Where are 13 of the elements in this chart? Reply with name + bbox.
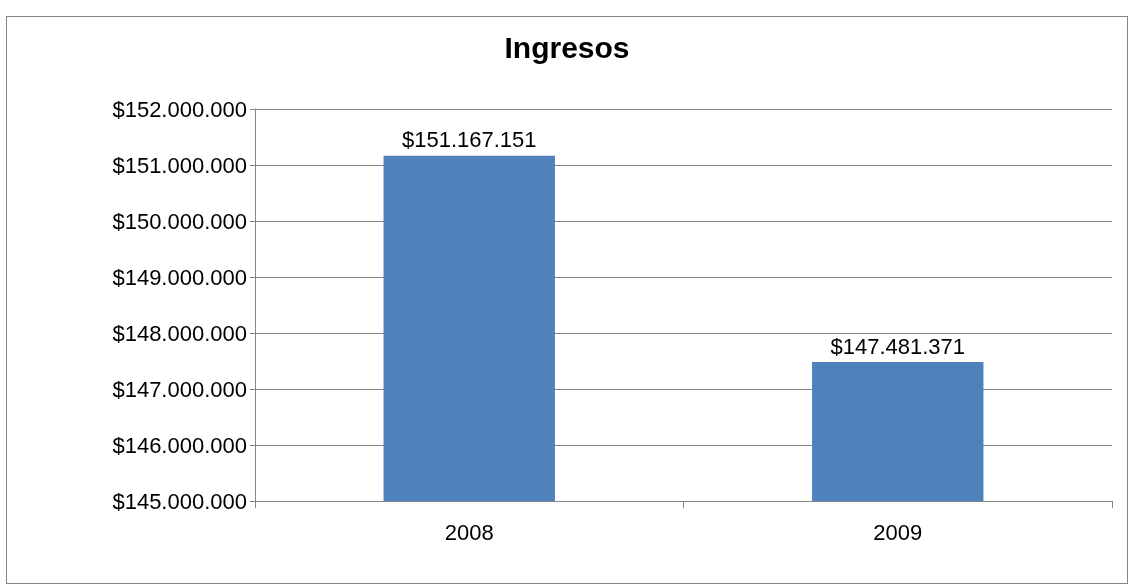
- y-tick-label: $149.000.000: [112, 264, 247, 290]
- y-tick-label: $145.000.000: [112, 488, 247, 514]
- x-tick-label: 2009: [873, 519, 923, 545]
- chart-title: Ingresos: [504, 30, 630, 64]
- y-tick-label: $146.000.000: [112, 432, 247, 458]
- y-tick-label: $147.000.000: [112, 376, 247, 402]
- x-tick-label: 2008: [444, 519, 494, 545]
- y-tick-label: $150.000.000: [112, 208, 247, 234]
- y-tick-label: $151.000.000: [112, 152, 247, 178]
- y-tick-label: $152.000.000: [112, 96, 247, 122]
- y-tick-label: $148.000.000: [112, 320, 247, 346]
- data-label: $151.167.151: [401, 127, 537, 153]
- data-label: $147.481.371: [830, 333, 966, 359]
